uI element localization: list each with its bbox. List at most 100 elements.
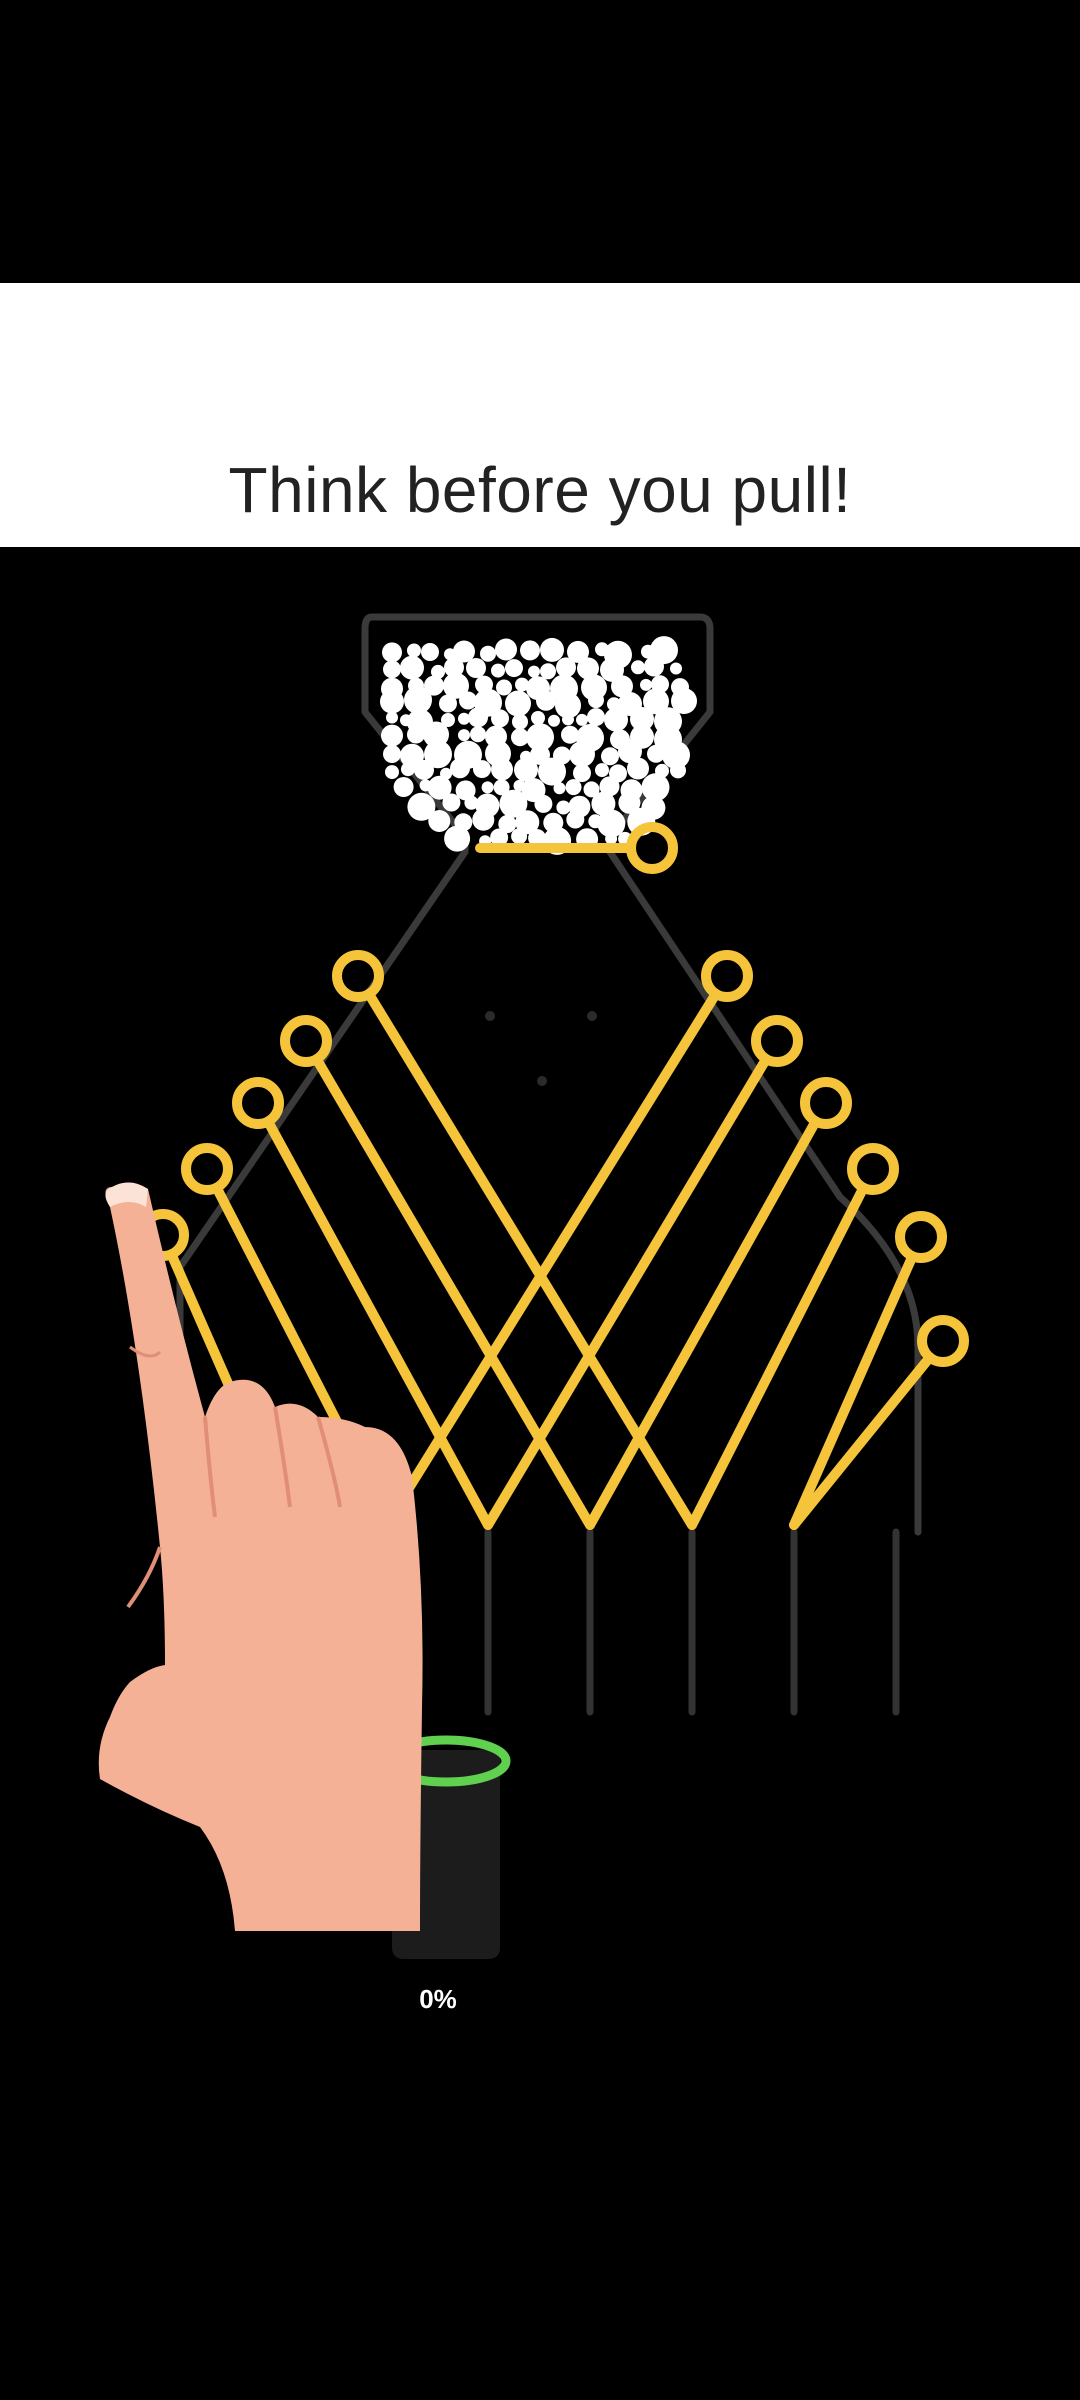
ball <box>534 794 553 813</box>
ball <box>401 762 415 777</box>
pull-pin[interactable] <box>280 1015 595 1530</box>
ball <box>511 828 528 845</box>
ball <box>414 759 434 780</box>
ball <box>531 711 545 725</box>
ball <box>567 640 589 663</box>
ball <box>556 657 576 678</box>
pin-handle[interactable] <box>917 1315 969 1367</box>
ball <box>526 723 554 752</box>
pin-handle[interactable] <box>181 1143 233 1195</box>
ball <box>595 763 609 778</box>
ball <box>607 697 621 712</box>
pin-handle[interactable] <box>895 1211 947 1263</box>
balls <box>380 636 697 855</box>
ball <box>443 672 469 699</box>
peg <box>485 1011 495 1021</box>
pin-rod[interactable] <box>381 988 721 1530</box>
ball <box>444 648 456 661</box>
ball <box>588 692 604 709</box>
ball <box>600 657 624 682</box>
ball <box>444 657 464 678</box>
ball <box>569 741 595 767</box>
pull-pin[interactable] <box>475 822 678 874</box>
ball <box>505 659 523 678</box>
ball <box>480 645 496 662</box>
ball <box>421 643 439 661</box>
ball <box>491 709 509 728</box>
ball <box>472 808 495 831</box>
ball <box>630 707 654 731</box>
pin-rod[interactable] <box>789 1352 935 1530</box>
pin-rod[interactable] <box>789 1251 918 1530</box>
ball <box>643 688 669 715</box>
ball <box>427 775 452 800</box>
ball <box>555 692 581 719</box>
game-canvas[interactable] <box>0 547 1080 2400</box>
ball <box>455 780 476 801</box>
pin-handle[interactable] <box>626 822 678 874</box>
ball <box>481 781 494 794</box>
ball <box>573 764 591 782</box>
ball <box>499 789 528 818</box>
ball <box>407 725 425 744</box>
pull-pin[interactable] <box>687 1143 899 1530</box>
pins <box>137 822 969 1530</box>
ball <box>468 707 488 728</box>
ball <box>400 743 424 768</box>
pull-pin[interactable] <box>585 1077 852 1530</box>
pull-pin[interactable] <box>483 1015 803 1530</box>
ball <box>520 640 540 661</box>
ball <box>671 688 697 714</box>
instruction-title: Think before you pull! <box>228 454 852 526</box>
pin-handle[interactable] <box>800 1077 852 1129</box>
pin-handle[interactable] <box>280 1015 332 1067</box>
pin-handle[interactable] <box>332 950 384 1002</box>
ball <box>618 791 641 814</box>
game-board[interactable]: 0% <box>0 547 1080 2400</box>
ball <box>631 660 645 675</box>
ball <box>498 815 517 833</box>
ball <box>439 694 457 713</box>
ball <box>407 643 421 658</box>
ball <box>562 713 574 726</box>
ball <box>553 782 566 795</box>
ball <box>576 713 588 726</box>
ball-channels <box>176 1528 900 1716</box>
ball <box>458 712 470 725</box>
ball <box>490 828 509 847</box>
ball <box>493 779 510 796</box>
ball <box>466 658 486 678</box>
ball <box>428 810 451 832</box>
pull-pin[interactable] <box>381 950 753 1530</box>
ball <box>424 740 452 769</box>
pull-pin[interactable] <box>789 1211 947 1530</box>
ball <box>511 728 529 747</box>
ball <box>464 795 479 810</box>
ball <box>450 758 470 779</box>
pin-handle[interactable] <box>847 1143 899 1195</box>
pin-rod[interactable] <box>263 1116 493 1530</box>
pin-handle[interactable] <box>701 950 753 1002</box>
ball <box>491 663 505 678</box>
ball <box>528 665 540 678</box>
pin-rod[interactable] <box>585 1116 821 1530</box>
pin-rod[interactable] <box>483 1054 772 1530</box>
ball <box>393 777 414 797</box>
pin-rod[interactable] <box>311 1054 595 1530</box>
ball <box>505 690 531 717</box>
pin-handle[interactable] <box>232 1077 284 1129</box>
ball <box>577 657 599 680</box>
pin-rod[interactable] <box>687 1182 869 1530</box>
ball <box>640 678 652 691</box>
ball <box>528 829 547 848</box>
pull-pin[interactable] <box>232 1077 493 1530</box>
pin-handle[interactable] <box>751 1015 803 1067</box>
peg <box>537 1076 547 1086</box>
ball <box>540 663 556 680</box>
ball <box>453 640 475 663</box>
ball <box>599 776 620 797</box>
ball <box>424 675 444 696</box>
ball <box>444 825 471 852</box>
pull-pin[interactable] <box>789 1315 969 1530</box>
ball <box>601 747 619 766</box>
